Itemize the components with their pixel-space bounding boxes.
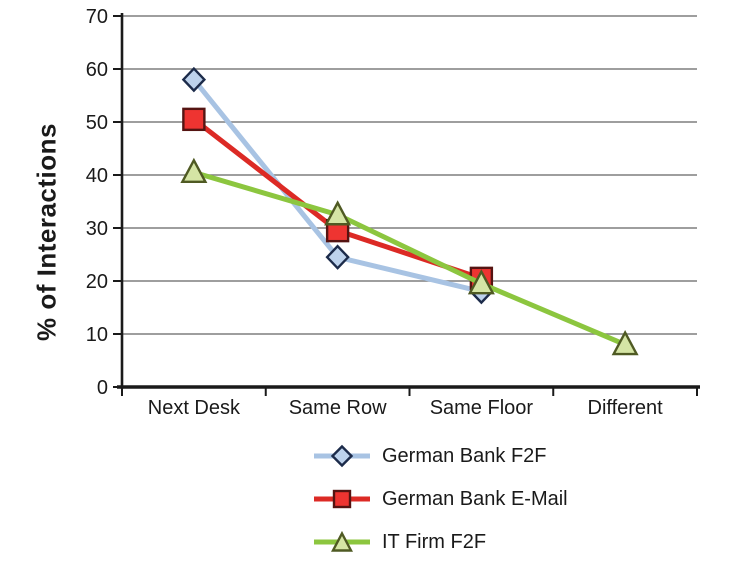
y-tick-label: 20: [86, 271, 108, 293]
data-point-triangle: [324, 200, 352, 226]
data-point-diamond: [181, 66, 207, 93]
data-point-triangle: [611, 330, 639, 356]
legend-label: IT Firm F2F: [382, 530, 487, 553]
triangle-marker-icon: [314, 530, 370, 552]
legend: German Bank F2F German Bank E-Mail IT Fi…: [313, 444, 568, 570]
legend-item: IT Firm F2F: [313, 530, 568, 554]
legend-diamond-shape: [330, 444, 354, 468]
plot-area: 0 10 20 30 40 50 60 70 Next Desk Same Row Same Flo…: [86, 6, 700, 419]
y-tick-label: 30: [86, 218, 108, 240]
y-tick-label: 70: [86, 6, 108, 28]
data-point-diamond: [325, 244, 350, 270]
y-tick-label: 60: [86, 59, 108, 81]
y-tick-label: 10: [86, 324, 108, 346]
square-marker-icon: [314, 489, 370, 509]
legend-triangle-shape: [331, 530, 353, 552]
data-point-triangle: [180, 157, 208, 184]
legend-item: German Bank E-Mail: [313, 487, 568, 511]
y-tick-label: 40: [86, 165, 108, 187]
x-category-label: Different: [588, 397, 664, 419]
legend-item: German Bank F2F: [313, 444, 568, 468]
data-point-triangle: [467, 269, 495, 295]
x-category-label: Same Row: [289, 397, 387, 419]
y-tick-label: 50: [86, 112, 108, 134]
diamond-marker-icon: [314, 444, 370, 468]
x-category-label: Same Floor: [430, 397, 534, 419]
legend-label: German Bank E-Mail: [382, 487, 568, 510]
legend-label: German Bank F2F: [382, 444, 547, 467]
data-point-square: [182, 107, 206, 132]
x-category-label: Next Desk: [148, 397, 241, 419]
series-line: [191, 169, 628, 348]
y-tick-label: 0: [97, 377, 108, 399]
legend-square-shape: [332, 489, 352, 509]
